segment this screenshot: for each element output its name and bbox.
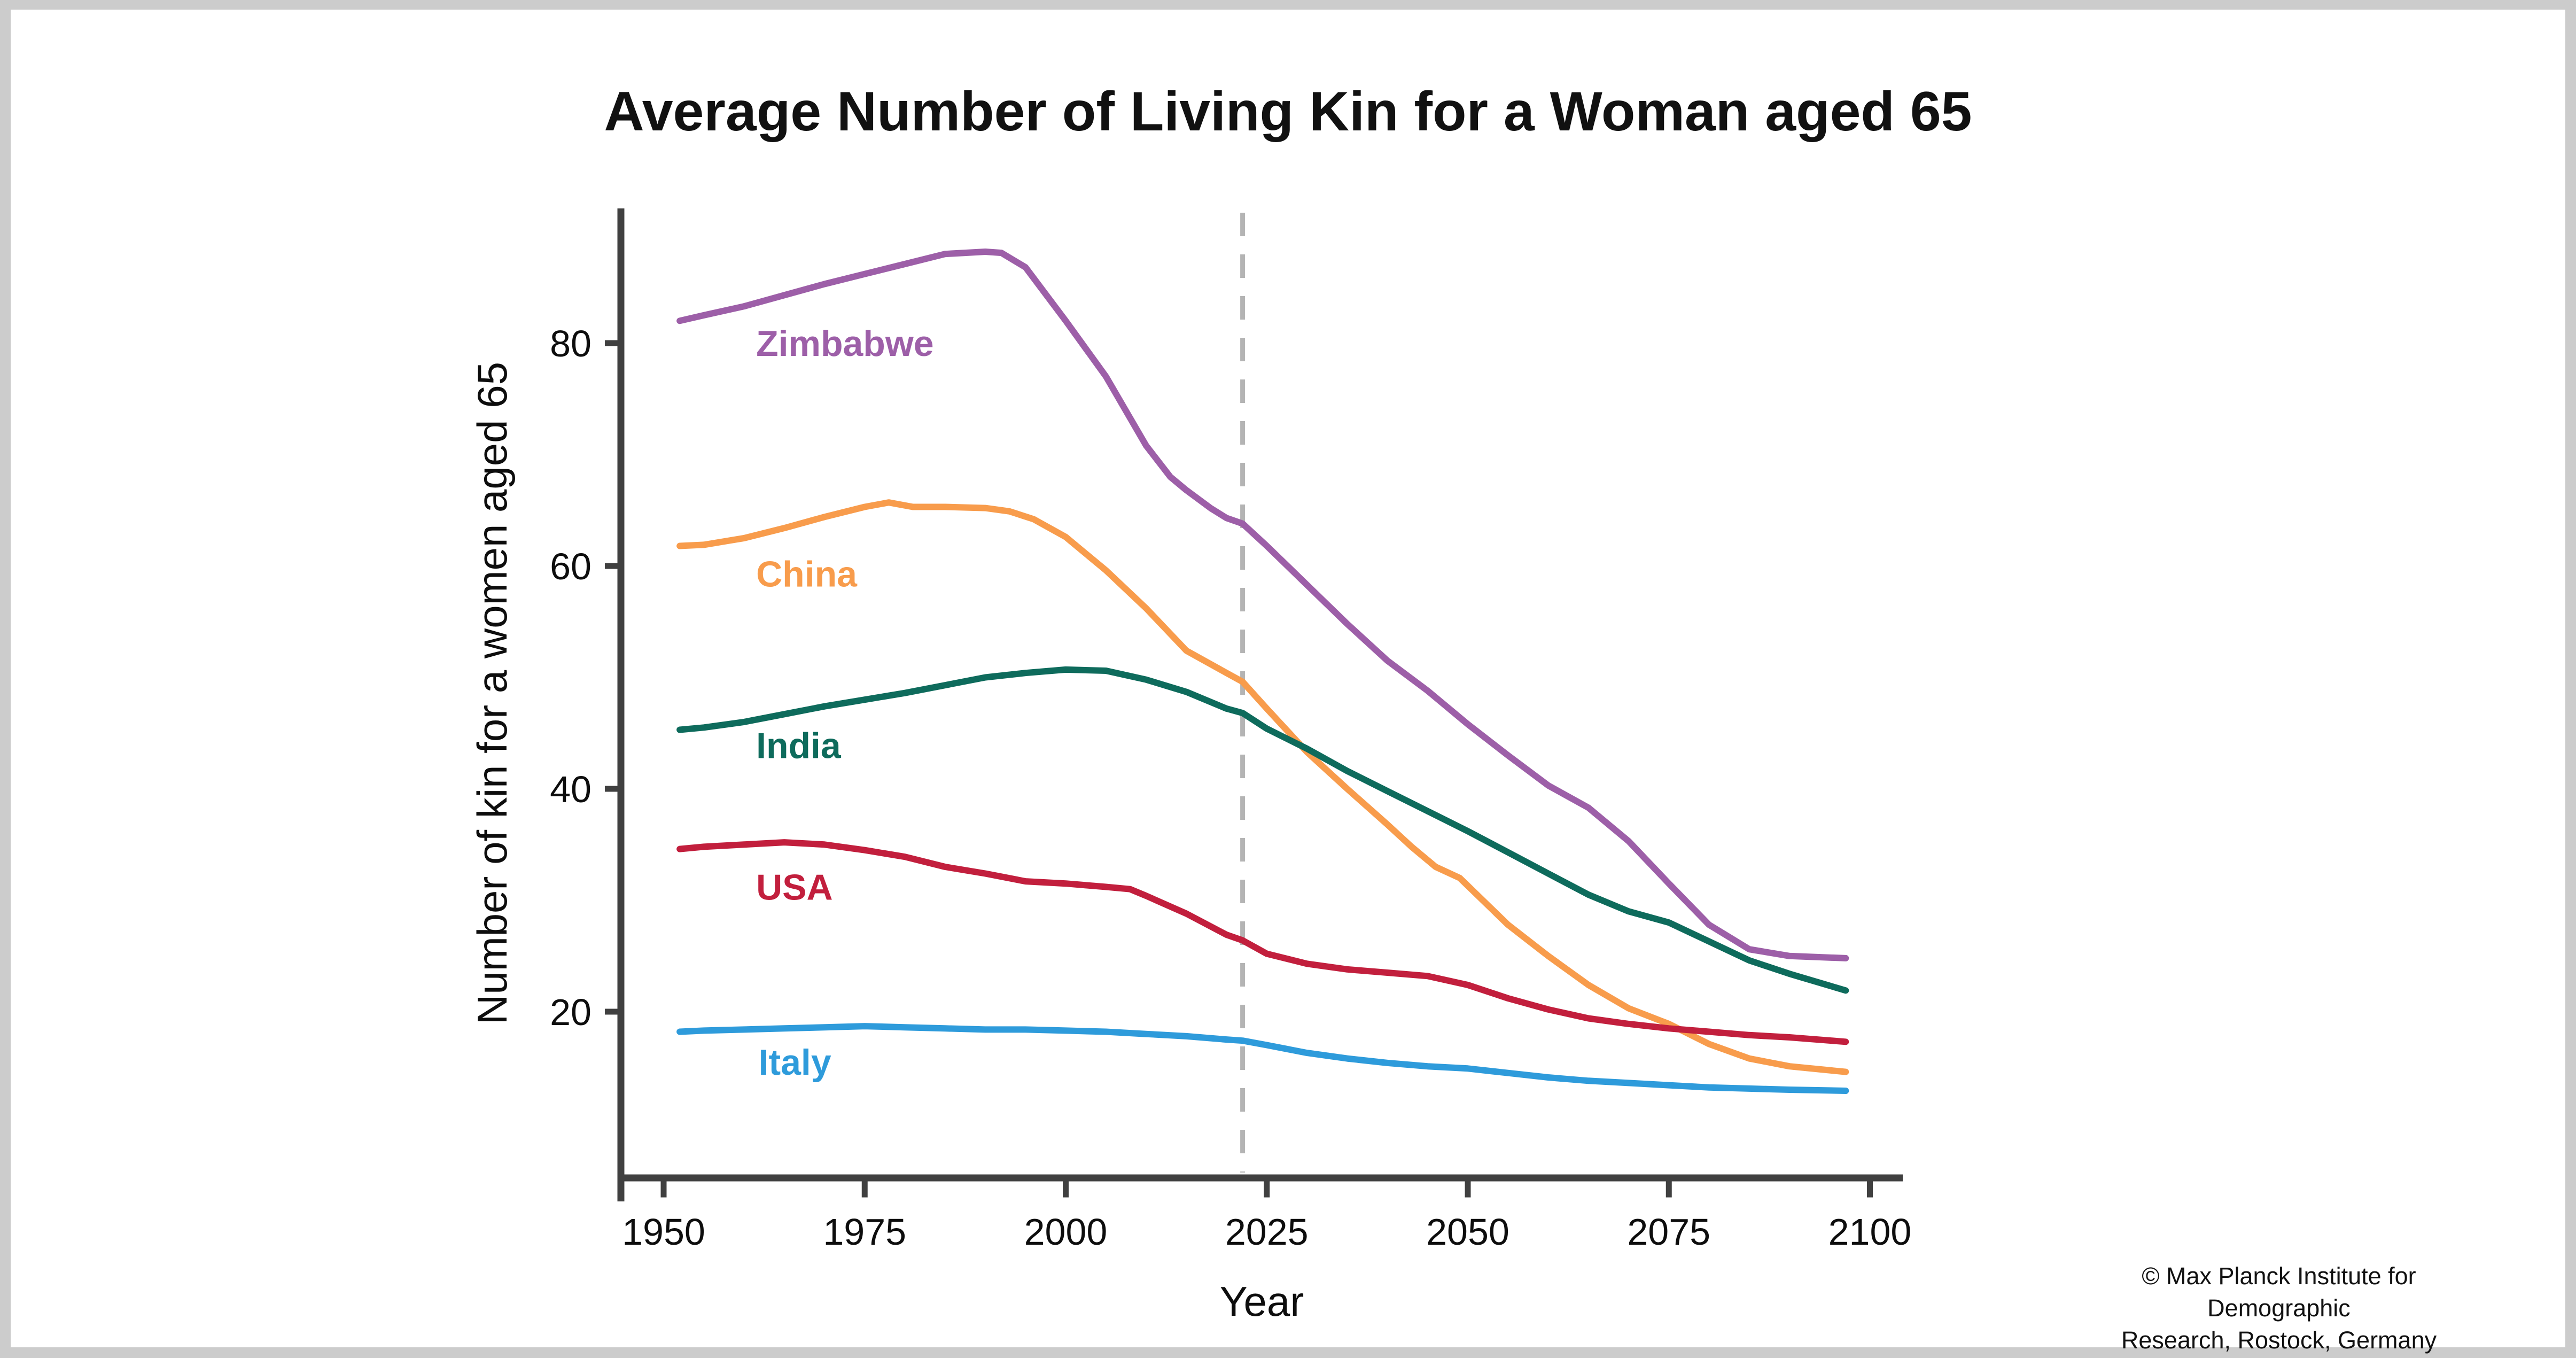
series-label-usa: USA	[756, 867, 833, 907]
x-axis-title: Year	[1220, 1278, 1304, 1325]
y-tick-label-80: 80	[550, 323, 592, 364]
series-line-india	[676, 666, 1849, 994]
y-tick-label-20: 20	[550, 991, 592, 1033]
attribution-line-2: Research, Rostock, Germany	[2121, 1326, 2437, 1354]
x-tick-label-1950: 1950	[622, 1211, 705, 1253]
chart-canvas	[11, 10, 2565, 1347]
y-tick-label-40: 40	[550, 769, 592, 810]
attribution-line-1: © Max Planck Institute for Demographic	[2142, 1262, 2416, 1322]
series-label-italy: Italy	[759, 1042, 831, 1083]
x-tick-label-2100: 2100	[1828, 1211, 1912, 1253]
series-line-usa	[676, 839, 1849, 1045]
series-label-china: China	[756, 554, 858, 595]
x-tick-label-1975: 1975	[823, 1211, 906, 1253]
series-line-italy	[676, 1023, 1849, 1094]
series-line-china	[676, 499, 1849, 1075]
attribution: © Max Planck Institute for Demographic R…	[2068, 1260, 2490, 1356]
series-label-india: India	[756, 726, 842, 766]
x-tick-label-2000: 2000	[1024, 1211, 1108, 1253]
x-tick-label-2050: 2050	[1426, 1211, 1509, 1253]
x-tick-label-2075: 2075	[1627, 1211, 1710, 1253]
series-line-zimbabwe	[676, 249, 1849, 961]
y-tick-label-60: 60	[550, 546, 592, 587]
y-axis-title: Number of kin for a women aged 65	[469, 362, 516, 1025]
x-tick-label-2025: 2025	[1225, 1211, 1309, 1253]
chart-title: Average Number of Living Kin for a Woman…	[604, 81, 1972, 143]
series-label-zimbabwe: Zimbabwe	[756, 323, 934, 364]
